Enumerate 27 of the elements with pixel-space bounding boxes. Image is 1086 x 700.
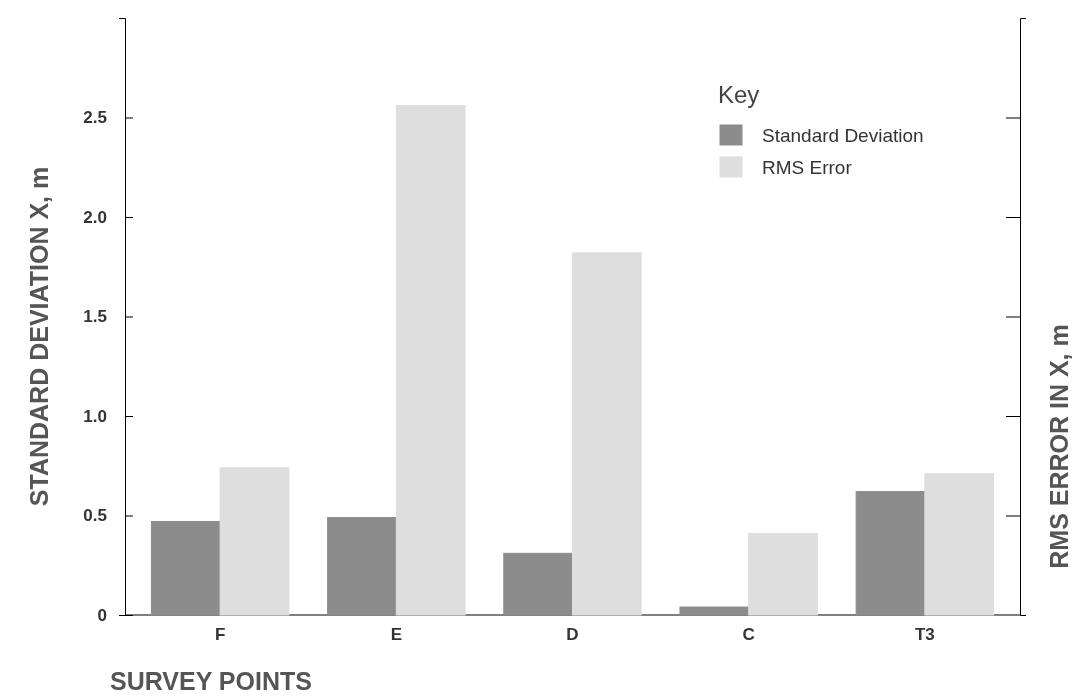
x-tick-label: C <box>742 625 755 644</box>
bar <box>503 552 573 616</box>
bar <box>395 105 466 616</box>
bar <box>679 606 750 616</box>
bar <box>219 467 290 616</box>
x-axis-title: SURVEY POINTS <box>110 667 312 695</box>
x-tick-label: E <box>390 625 402 644</box>
bar <box>924 473 995 616</box>
y-tick-label: 2.5 <box>83 108 107 128</box>
x-tick-label: T3 <box>914 625 935 644</box>
bar <box>572 252 642 616</box>
y2-axis-title: RMS ERROR IN X, m <box>1045 324 1073 569</box>
bar <box>748 532 818 616</box>
x-tick-label: F <box>214 625 226 644</box>
legend-label: RMS Error <box>762 157 853 178</box>
x-tick-label: D <box>566 625 579 644</box>
y-tick-label: 2.0 <box>83 207 107 227</box>
y-tick-label: 1.0 <box>83 406 107 426</box>
bar <box>150 520 221 616</box>
y-tick-label: 1.5 <box>83 307 107 327</box>
y-axis-title: STANDARD DEVIATION X, m <box>25 166 53 507</box>
legend-title: Key <box>718 81 760 108</box>
y-tick-label: 0.5 <box>83 506 107 526</box>
bar <box>855 491 926 616</box>
bar <box>327 516 397 616</box>
y-tick-label: 0 <box>97 605 107 625</box>
legend-label: Standard Deviation <box>762 125 924 146</box>
